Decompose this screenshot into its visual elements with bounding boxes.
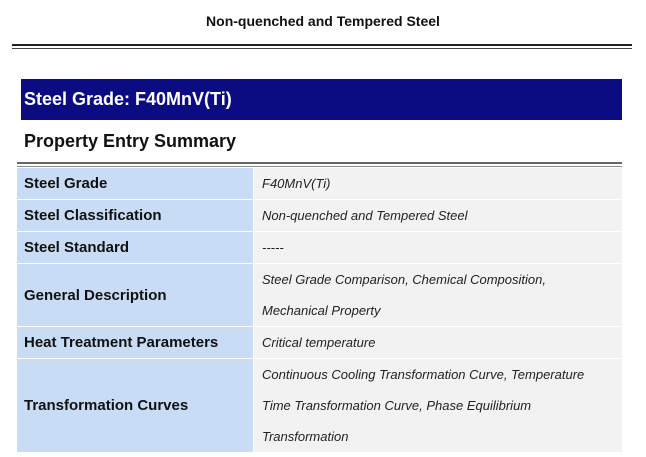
value-text: Critical temperature <box>262 335 376 350</box>
value-text: Continuous Cooling Transformation Curve,… <box>262 367 585 444</box>
banner: Steel Grade: F40MnV(Ti) <box>21 79 622 120</box>
value-text: F40MnV(Ti) <box>262 176 331 191</box>
row-label: Transformation Curves <box>17 359 254 452</box>
property-table: Steel Grade F40MnV(Ti) Steel Classificatio… <box>17 168 622 453</box>
section-title: Property Entry Summary <box>24 131 237 151</box>
value-text: Non-quenched and Tempered Steel <box>262 208 468 223</box>
rule <box>17 162 622 164</box>
row-value: Steel Grade Comparison, Chemical Composi… <box>254 264 622 326</box>
rule <box>12 48 632 49</box>
page-title: Non-quenched and Tempered Steel <box>206 13 440 29</box>
row-value: Critical temperature <box>254 327 622 358</box>
table-row: Steel Standard ----- <box>17 232 622 264</box>
row-value: ----- <box>254 232 622 263</box>
table-row: Heat Treatment Parameters Critical temper… <box>17 327 622 359</box>
value-text: Steel Grade Comparison, Chemical Composi… <box>262 272 546 318</box>
table-row: Steel Grade F40MnV(Ti) <box>17 168 622 200</box>
row-label: General Description <box>17 264 254 326</box>
rule <box>12 44 632 46</box>
row-value: Non-quenched and Tempered Steel <box>254 200 622 231</box>
row-label: Steel Grade <box>17 168 254 199</box>
row-label: Heat Treatment Parameters <box>17 327 254 358</box>
row-label: Steel Classification <box>17 200 254 231</box>
row-value: Continuous Cooling Transformation Curve,… <box>254 359 622 452</box>
row-value: F40MnV(Ti) <box>254 168 622 199</box>
table-row: Steel Classification Non-quenched and Tem… <box>17 200 622 232</box>
table-row: General Description Steel Grade Compariso… <box>17 264 622 327</box>
row-label: Steel Standard <box>17 232 254 263</box>
value-text: ----- <box>262 240 284 255</box>
rule <box>17 166 622 167</box>
table-row: Transformation Curves Continuous Cooling … <box>17 359 622 453</box>
